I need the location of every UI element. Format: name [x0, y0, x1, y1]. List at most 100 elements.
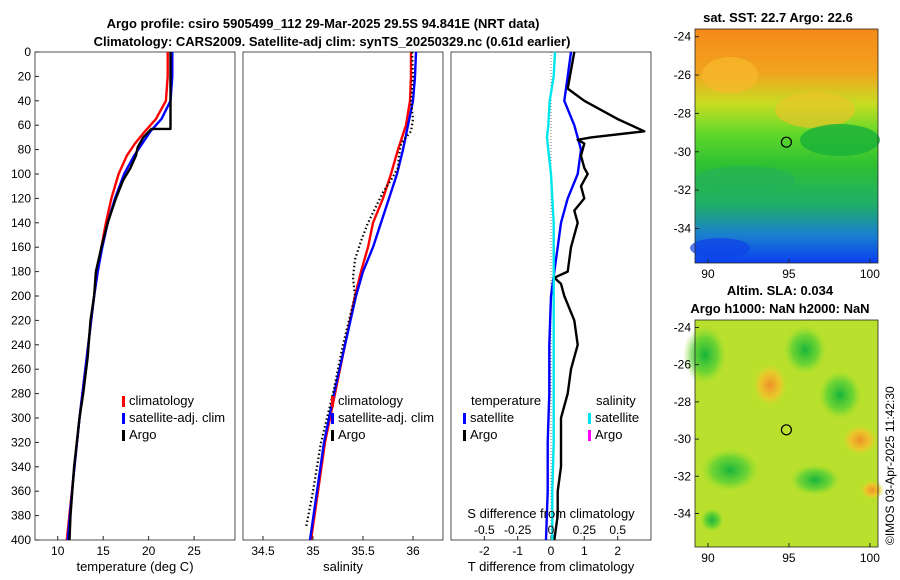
sst-map: 90 95 100 -24 -26 -28 -30 -32 -34: [674, 28, 881, 281]
y-tick-label: 240: [11, 338, 31, 352]
legend-label-satellite: satellite-adj. clim: [129, 410, 225, 425]
legend-label-climatology: climatology: [338, 393, 404, 408]
sal-x-tick-label: 35.5: [351, 544, 375, 558]
sst-map-axes: 90 95 100 -24 -26 -28 -30 -32 -34: [674, 30, 881, 281]
diff-top-tick-label: 0.25: [573, 523, 597, 537]
sla-low-patch: [700, 448, 760, 492]
diff-top-tick-label: 0: [548, 523, 555, 537]
legend-swatch-t-argo: [463, 430, 466, 441]
legend-swatch-satellite: [122, 413, 125, 424]
legend-label-s-satellite: satellite: [595, 410, 639, 425]
sal-x-tick-label: 34.5: [251, 544, 275, 558]
legend-label-climatology: climatology: [129, 393, 195, 408]
sla_map-y-tick-label: -26: [674, 358, 692, 372]
sla_map-y-tick-label: -30: [674, 432, 692, 446]
sla_map-x-tick-label: 100: [860, 551, 880, 565]
sla-low-patch: [789, 464, 841, 496]
sst_map-x-tick-label: 100: [860, 267, 880, 281]
y-tick-label: 60: [18, 118, 32, 132]
figure-title-line2: Climatology: CARS2009. Satellite-adj cli…: [94, 34, 571, 49]
sal-axes-frame: [242, 51, 444, 541]
sla-high-patch: [860, 480, 884, 500]
diff-top-tick-label: -0.25: [504, 523, 532, 537]
series-line-satellite-adj-clim: [308, 51, 418, 541]
y-tick-label: 180: [11, 265, 31, 279]
figure-title-line1: Argo profile: csiro 5905499_112 29-Mar-2…: [107, 16, 540, 31]
series-line-argo: [68, 52, 172, 541]
diff-top-tick-label: 0.5: [609, 523, 626, 537]
diff-x-tick-label: -2: [479, 544, 490, 558]
sal-x-tick-label: 36: [406, 544, 420, 558]
sst_map-y-tick-label: -26: [674, 68, 692, 82]
sst-cold-patch: [690, 238, 750, 258]
temp-x-tick-label: 20: [142, 544, 156, 558]
sst_map-x-tick-label: 95: [782, 267, 796, 281]
series-line-t-argo: [553, 51, 646, 541]
y-tick-label: 340: [11, 460, 31, 474]
legend-label-t-satellite: satellite: [470, 410, 514, 425]
y-tick-label: 400: [11, 533, 31, 547]
sst-map-title: sat. SST: 22.7 Argo: 22.6: [703, 10, 853, 25]
sla-low-patch: [683, 325, 727, 385]
temp-axes-frame: [34, 51, 236, 541]
argo-location-marker: [780, 136, 793, 148]
legend-label-satellite: satellite-adj. clim: [338, 410, 434, 425]
diff-x-tick-label: -1: [512, 544, 523, 558]
legend-swatch-argo: [331, 430, 334, 441]
legend-label-s-argo: Argo: [595, 427, 622, 442]
sst_map-y-tick-label: -32: [674, 183, 692, 197]
salinity-panel: 34.5 35 35.5 36 salinity: [242, 51, 444, 574]
sst-cool-patch: [695, 166, 795, 194]
sla-map-title-line2: Argo h1000: NaN h2000: NaN: [690, 301, 869, 316]
sla_map-y-tick-label: -24: [674, 320, 692, 334]
y-tick-label: 380: [11, 509, 31, 523]
sst-cool-patch: [800, 124, 880, 156]
diff-x-axis-label: T difference from climatology: [468, 559, 635, 574]
sla_map-y-tick-label: -34: [674, 507, 692, 521]
temp-x-tick-label: 10: [51, 544, 65, 558]
y-tick-label: 360: [11, 484, 31, 498]
temp-x-tick-label: 15: [97, 544, 111, 558]
y-tick-label: 160: [11, 240, 31, 254]
y-tick-label: 260: [11, 362, 31, 376]
sst-map-frame: [694, 28, 879, 264]
imos-watermark: ©IMOS 03-Apr-2025 11:42:30: [883, 386, 897, 545]
y-tick-label: 200: [11, 289, 31, 303]
temp-x-tick-label: 25: [187, 544, 201, 558]
sla_map-y-tick-label: -32: [674, 469, 692, 483]
sla-low-patch: [783, 325, 827, 375]
legend-label-t-argo: Argo: [470, 427, 497, 442]
y-tick-label: 20: [18, 69, 32, 83]
diff-x-tick-label: 2: [614, 544, 621, 558]
sst_map-x-tick-label: 90: [701, 267, 715, 281]
legend-swatch-satellite: [331, 413, 334, 424]
diff-x-tick-label: 1: [581, 544, 588, 558]
difference-legend: temperature satellite Argo salinity sate…: [463, 393, 639, 442]
series-line-t-satellite: [544, 51, 583, 541]
diff-top-axis-label: S difference from climatology: [467, 506, 635, 521]
sla_map-y-tick-label: -28: [674, 395, 692, 409]
y-tick-label: 40: [18, 94, 32, 108]
temp-x-axis-label: temperature (deg C): [76, 559, 193, 574]
sla-low-patch: [700, 508, 724, 532]
sla-map-frame: [694, 319, 879, 548]
sst_map-y-tick-label: -28: [674, 106, 692, 120]
legend-swatch-climatology: [122, 396, 125, 407]
salinity-legend: climatology satellite-adj. clim Argo: [331, 393, 434, 442]
argo-location-marker: [780, 424, 793, 436]
legend-swatch-climatology: [331, 396, 334, 407]
series-line-s-satellite: [545, 51, 557, 540]
sal-x-tick-label: 35: [306, 544, 320, 558]
sla-map: 90 95 100 -24 -26 -28 -30 -32 -34: [674, 319, 884, 565]
sla-map-title-line1: Altim. SLA: 0.034: [727, 283, 834, 298]
diff-top-tick-label: -0.5: [474, 523, 495, 537]
temperature-legend: climatology satellite-adj. clim Argo: [122, 393, 225, 442]
sst_map-y-tick-label: -30: [674, 145, 692, 159]
sla-high-patch: [752, 363, 788, 407]
y-tick-label: 120: [11, 191, 31, 205]
legend-swatch-s-satellite: [588, 413, 591, 424]
sla-low-patch: [818, 370, 862, 420]
difference-panel: -2 -1 0 1 2T difference from climatology S di…: [450, 51, 652, 574]
